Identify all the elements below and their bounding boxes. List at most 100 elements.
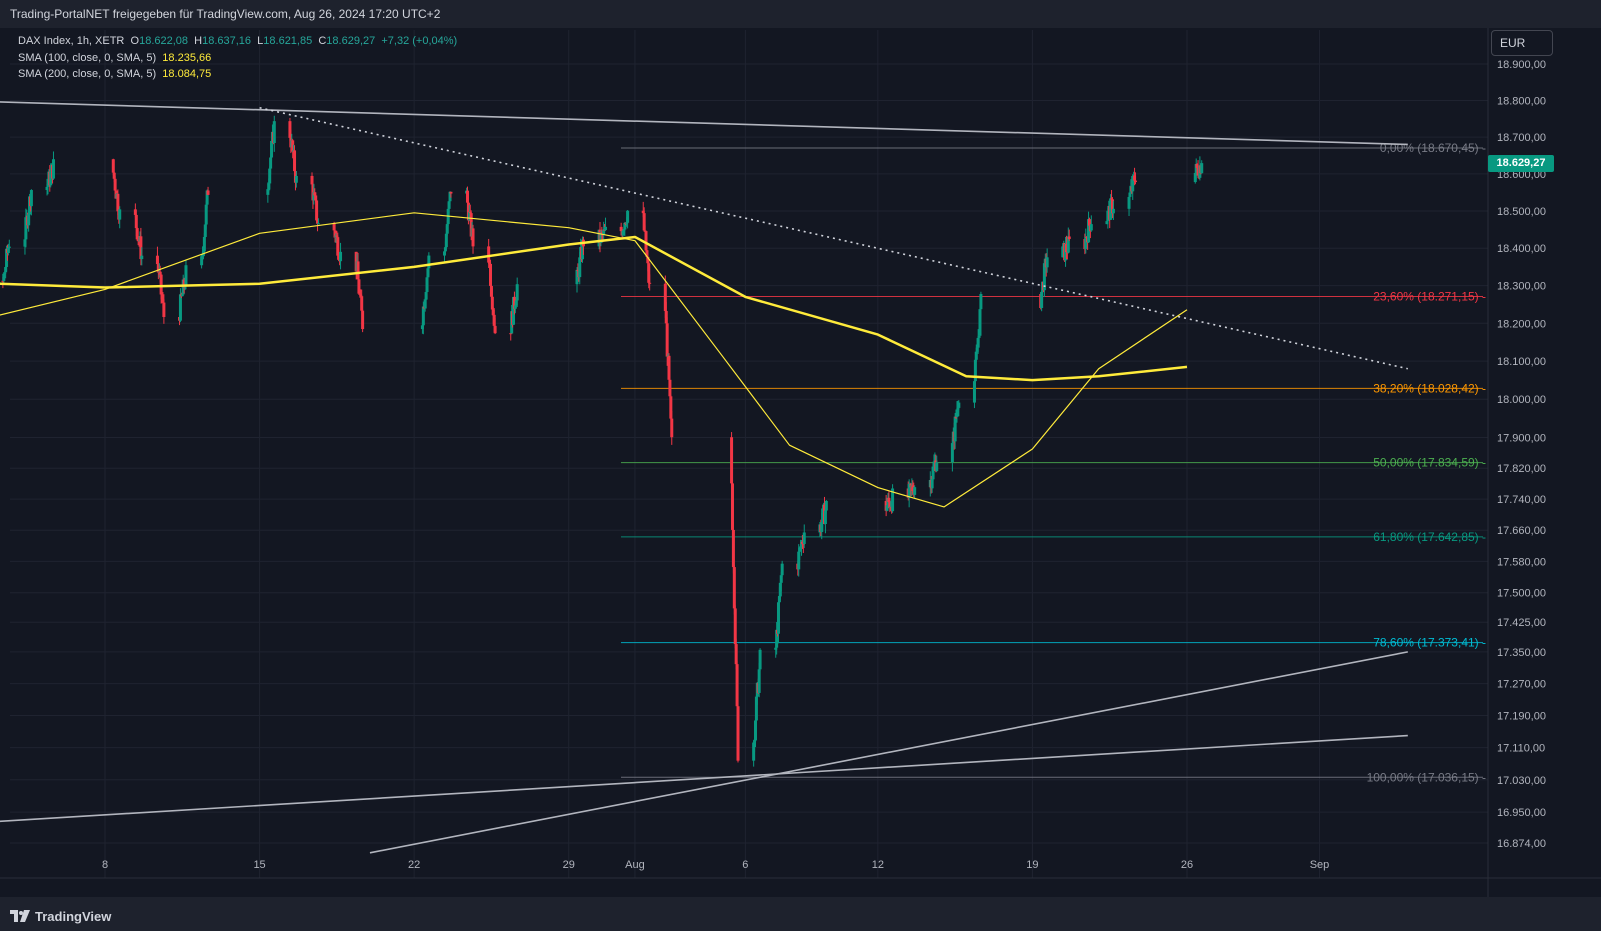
legend-open-label: O	[130, 35, 140, 47]
candle-down	[133, 209, 137, 215]
sma200-line	[0, 235, 1188, 382]
x-tick-label: 8	[102, 859, 108, 871]
candle-up	[956, 407, 960, 410]
candle-up	[1109, 198, 1113, 220]
candle-up	[972, 381, 976, 403]
y-tick-label: 18.000,00	[1497, 394, 1546, 406]
candle-up	[514, 300, 518, 306]
candle-down	[156, 264, 160, 273]
candle-up	[602, 229, 606, 235]
candle-up	[774, 647, 778, 650]
trendline-solid	[0, 101, 1408, 146]
y-tick-label: 17.580,00	[1497, 556, 1546, 568]
candle-up	[202, 236, 206, 252]
publisher-header: Trading-PortalNET freigegeben für Tradin…	[0, 0, 1601, 28]
fib-level-label: 61,80% (17.642,85) -	[1373, 530, 1486, 544]
candle-up	[23, 239, 27, 247]
candle-down	[291, 140, 295, 152]
candle-down	[668, 379, 672, 397]
candle-up	[203, 224, 207, 237]
candle-up	[205, 190, 209, 205]
candle-up	[1200, 163, 1204, 174]
candle-up	[270, 140, 274, 158]
candle-up	[1193, 172, 1197, 183]
legend-close-label: C	[318, 35, 327, 47]
legend-sma200-row[interactable]: SMA (200, close, 0, SMA, 5) 18.084,75	[18, 66, 457, 83]
candle-up	[27, 214, 31, 226]
candle-up	[821, 508, 825, 523]
y-tick-label: 17.030,00	[1497, 775, 1546, 787]
x-tick-label: 19	[1026, 859, 1038, 871]
candle-up	[448, 191, 452, 202]
candle-down	[512, 296, 516, 309]
candle-down	[734, 644, 738, 665]
candle-up	[1084, 236, 1088, 250]
candle-up	[758, 649, 762, 670]
candle-up	[140, 255, 144, 260]
tradingview-logo[interactable]: TradingView	[10, 909, 111, 924]
candle-up	[1042, 263, 1046, 291]
candle-down	[1133, 175, 1137, 181]
y-tick-label: 17.900,00	[1497, 432, 1546, 444]
candle-down	[113, 178, 117, 191]
candle-down	[954, 416, 958, 418]
candle-up	[423, 299, 427, 309]
legend-sma100-row[interactable]: SMA (100, close, 0, SMA, 5) 18.235,66	[18, 50, 457, 67]
candle-down	[801, 543, 805, 545]
candle-up	[204, 204, 208, 225]
candle-up	[621, 230, 625, 236]
candle-down	[161, 299, 165, 303]
candle-up	[513, 305, 517, 309]
candle-down	[663, 283, 667, 312]
y-tick-label: 18.100,00	[1497, 356, 1546, 368]
candle-down	[466, 202, 470, 221]
candle-up	[24, 217, 28, 240]
candle-down	[487, 246, 491, 263]
candle-down	[135, 228, 139, 240]
candle-up	[775, 629, 779, 648]
candle-down	[490, 296, 494, 310]
candle-up	[581, 239, 585, 260]
candle-up	[797, 551, 801, 570]
candle-up	[49, 171, 53, 186]
candle-down	[732, 567, 736, 609]
candle-up	[201, 254, 205, 257]
y-tick-label: 18.800,00	[1497, 95, 1546, 107]
candle-up	[445, 224, 449, 234]
candle-down	[576, 269, 580, 271]
candle-up	[977, 335, 981, 338]
sma100-line	[0, 212, 1188, 508]
y-tick-label: 17.500,00	[1497, 588, 1546, 600]
currency-button[interactable]: EUR	[1491, 30, 1553, 56]
chart-legend: DAX Index, 1h, XETR O18.622,08 H18.637,1…	[18, 33, 457, 83]
y-tick-label: 18.400,00	[1497, 243, 1546, 255]
candle-up	[780, 563, 784, 576]
candle-up	[913, 487, 917, 495]
candle-up	[316, 223, 320, 225]
candle-down	[116, 193, 120, 212]
candle-down	[332, 223, 336, 231]
legend-sma100-label: SMA (100, close, 0, SMA, 5)	[18, 51, 157, 64]
candle-up	[294, 175, 298, 183]
candle-down	[800, 541, 804, 544]
fib-level-label: 100,00% (17.036,15) -	[1367, 770, 1486, 784]
candle-down	[1085, 236, 1089, 238]
candle-down	[887, 497, 891, 503]
candle-down	[316, 220, 320, 224]
candle-down	[1, 280, 5, 282]
candle-up	[955, 409, 959, 417]
y-tick-label: 17.110,00	[1497, 743, 1545, 755]
candle-up	[467, 212, 471, 221]
legend-symbol[interactable]: DAX Index, 1h, XETR	[18, 35, 125, 47]
candle-down	[1133, 180, 1137, 183]
candle-down	[489, 263, 493, 286]
candle-down	[670, 418, 674, 438]
candle-up	[931, 466, 935, 480]
candle-up	[184, 265, 188, 286]
candle-down	[155, 255, 159, 265]
candle-down	[735, 664, 739, 707]
candle-down	[603, 229, 607, 231]
candle-up	[29, 190, 33, 207]
candle-down	[491, 309, 495, 315]
